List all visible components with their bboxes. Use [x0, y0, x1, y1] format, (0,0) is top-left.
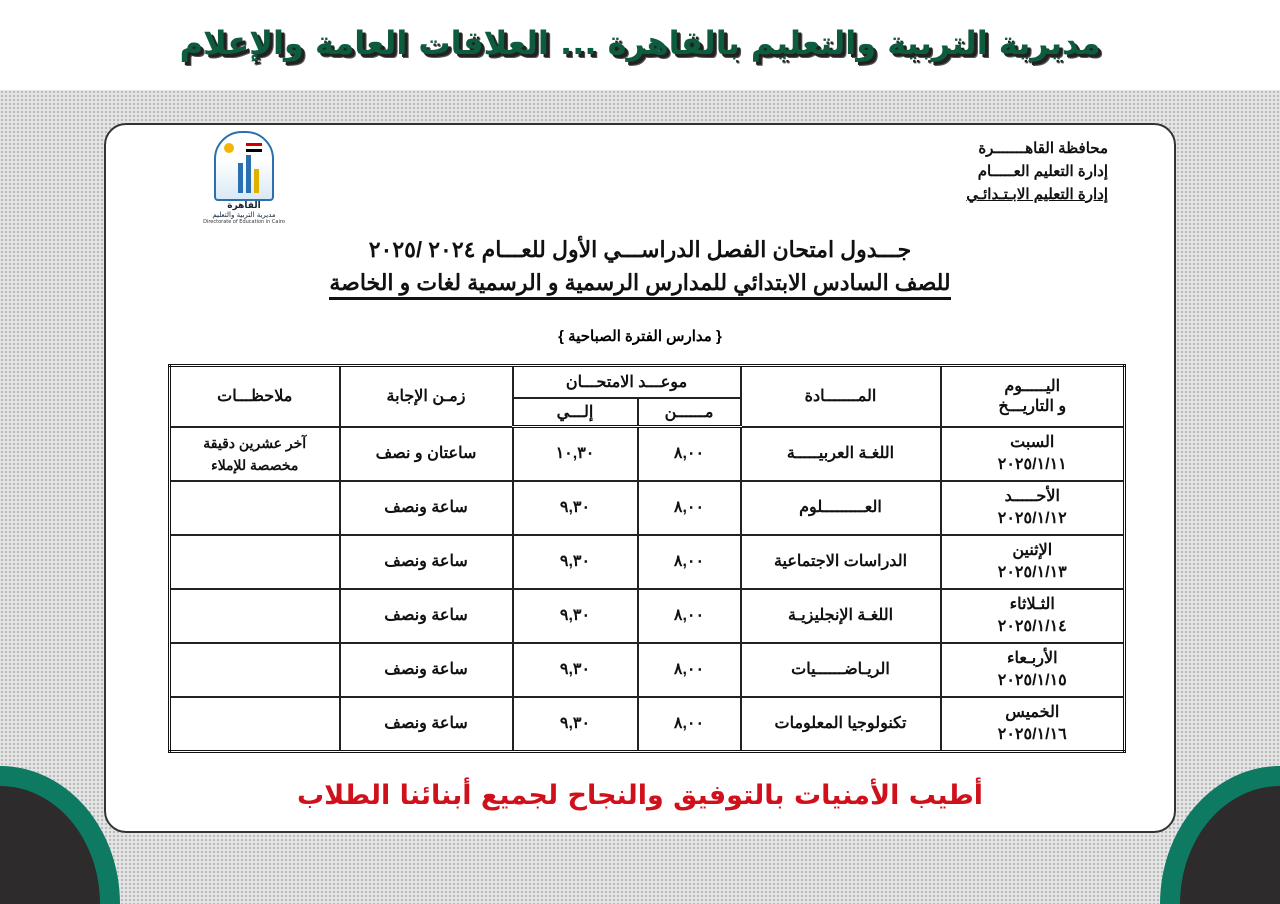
logo-emblem	[214, 131, 274, 201]
cell-day: الأربـعاء	[1006, 650, 1058, 667]
cell-to: ٩,٣٠	[511, 588, 639, 644]
note-line: مخصصة للإملاء	[211, 456, 299, 473]
cell-from: ٨,٠٠	[636, 696, 742, 753]
table-row: الأحـــــد ٢٠٢٥/١/١٢ العـــــــــلوم ٨,٠٠ ٩,…	[168, 480, 1126, 536]
header-date: و التاريـــخ	[998, 398, 1067, 416]
header-exam-time: موعـــد الامتحـــان	[511, 364, 742, 399]
cell-date: ٢٠٢٥/١/١١	[997, 455, 1067, 473]
cell-to: ٩,٣٠	[511, 480, 639, 536]
header-to: إلـــي	[511, 397, 639, 428]
table-row: السبت ٢٠٢٥/١/١١ اللغـة العربيـــــة ٨,٠٠ ١٠,…	[168, 425, 1126, 482]
cell-date: ٢٠٢٥/١/١٤	[997, 618, 1067, 635]
cell-date: ٢٠٢٥/١/١٥	[997, 672, 1067, 689]
cell-subject: تكنولوجيا المعلومات	[739, 696, 942, 753]
cell-notes	[168, 696, 341, 753]
cell-from: ٨,٠٠	[636, 588, 742, 644]
cell-from: ٨,٠٠	[636, 425, 742, 482]
table-row: الإثنين ٢٠٢٥/١/١٣ الدراسات الاجتماعية ٨,٠٠ ٩…	[168, 534, 1126, 590]
table-row: الأربـعاء ٢٠٢٥/١/١٥ الريـاضــــــيات ٨,٠٠ ٩,…	[168, 642, 1126, 698]
org-general-admin: إدارة التعليم العـــــام	[977, 163, 1108, 180]
exam-schedule-table: اليـــــوم و التاريـــخ المـــــــادة مو…	[168, 364, 1126, 753]
cell-notes	[168, 588, 341, 644]
cell-subject: الريـاضــــــيات	[739, 642, 942, 698]
cell-day-date: الأربـعاء ٢٠٢٥/١/١٥	[939, 642, 1126, 698]
schedule-card: محافظة القاهـــــــرة إدارة التعليم العـ…	[104, 123, 1176, 833]
footer-wishes: أطيب الأمنيات بالتوفيق والنجاح لجميع أبن…	[296, 780, 984, 811]
cell-day-date: الأحـــــد ٢٠٢٥/١/١٢	[939, 480, 1126, 536]
header-duration: زمـن الإجابة	[338, 364, 514, 428]
cell-day: الإثنين	[1012, 542, 1053, 559]
cell-date: ٢٠٢٥/١/١٣	[997, 564, 1067, 581]
header-day: اليـــــوم	[1004, 378, 1061, 396]
document-subtitle: للصف السادس الابتدائي للمدارس الرسمية و …	[106, 270, 1174, 300]
table-row: الخميس ٢٠٢٥/١/١٦ تكنولوجيا المعلومات ٨,٠٠ ٩,…	[168, 696, 1126, 753]
cell-subject: اللغـة الإنجليزيـة	[739, 588, 942, 644]
cell-subject: اللغـة العربيـــــة	[739, 425, 942, 482]
logo-english: Directorate of Education in Cairo	[203, 219, 285, 225]
cell-to: ٩,٣٠	[511, 534, 639, 590]
organization-block: محافظة القاهـــــــرة إدارة التعليم العـ…	[966, 137, 1108, 206]
cell-duration: ساعة ونصف	[338, 534, 514, 590]
subtitle-text: للصف السادس الابتدائي للمدارس الرسمية و …	[329, 270, 951, 300]
cell-date: ٢٠٢٥/١/١٦	[997, 726, 1067, 743]
cell-duration: ساعة ونصف	[338, 696, 514, 753]
logo-name: القاهرة	[227, 201, 261, 211]
cell-from: ٨,٠٠	[636, 534, 742, 590]
cell-duration: ساعة ونصف	[338, 642, 514, 698]
cell-day: الأحـــــد	[1004, 488, 1060, 505]
cell-subject: الدراسات الاجتماعية	[739, 534, 942, 590]
banner-title: مديرية التربية والتعليم بالقاهرة ... الع…	[179, 24, 1101, 62]
cell-to: ٩,٣٠	[511, 696, 639, 753]
cell-notes	[168, 642, 341, 698]
document-title: جـــدول امتحان الفصل الدراســـي الأول لل…	[368, 237, 912, 262]
header-subject: المـــــــادة	[739, 364, 942, 428]
header-from: مــــــن	[636, 397, 742, 428]
cell-subject: العـــــــــلوم	[739, 480, 942, 536]
cell-notes	[168, 534, 341, 590]
cell-notes	[168, 480, 341, 536]
cell-notes: آخر عشرين دقيقة مخصصة للإملاء	[168, 425, 341, 482]
cell-day: الثـلاثاء	[1009, 596, 1055, 613]
cell-from: ٨,٠٠	[636, 642, 742, 698]
cell-to: ٩,٣٠	[511, 642, 639, 698]
cell-duration: ساعتان و نصف	[338, 425, 514, 482]
cell-day-date: الثـلاثاء ٢٠٢٥/١/١٤	[939, 588, 1126, 644]
cell-day-date: الإثنين ٢٠٢٥/١/١٣	[939, 534, 1126, 590]
header-day-date: اليـــــوم و التاريـــخ	[939, 364, 1126, 428]
header-notes: ملاحظـــات	[168, 364, 341, 428]
cell-from: ٨,٠٠	[636, 480, 742, 536]
cell-to: ١٠,٣٠	[511, 425, 639, 482]
period-label: { مدارس الفترة الصباحية }	[558, 328, 722, 345]
org-primary-admin: إدارة التعليم الابـتـدائـي	[966, 186, 1108, 203]
directorate-logo: القاهرة مديرية التربية والتعليم Director…	[198, 131, 290, 231]
cell-day: الخميس	[1005, 704, 1060, 721]
cell-day-date: السبت ٢٠٢٥/١/١١	[939, 425, 1126, 482]
cell-day: السبت	[1010, 433, 1055, 451]
cell-day-date: الخميس ٢٠٢٥/١/١٦	[939, 696, 1126, 753]
cell-duration: ساعة ونصف	[338, 480, 514, 536]
org-governorate: محافظة القاهـــــــرة	[978, 140, 1108, 157]
cell-date: ٢٠٢٥/١/١٢	[997, 510, 1067, 527]
logo-subtitle: مديرية التربية والتعليم	[212, 211, 276, 219]
table-row: الثـلاثاء ٢٠٢٥/١/١٤ اللغـة الإنجليزيـة ٨,٠٠…	[168, 588, 1126, 644]
note-line: آخر عشرين دقيقة	[203, 434, 307, 451]
cell-duration: ساعة ونصف	[338, 588, 514, 644]
